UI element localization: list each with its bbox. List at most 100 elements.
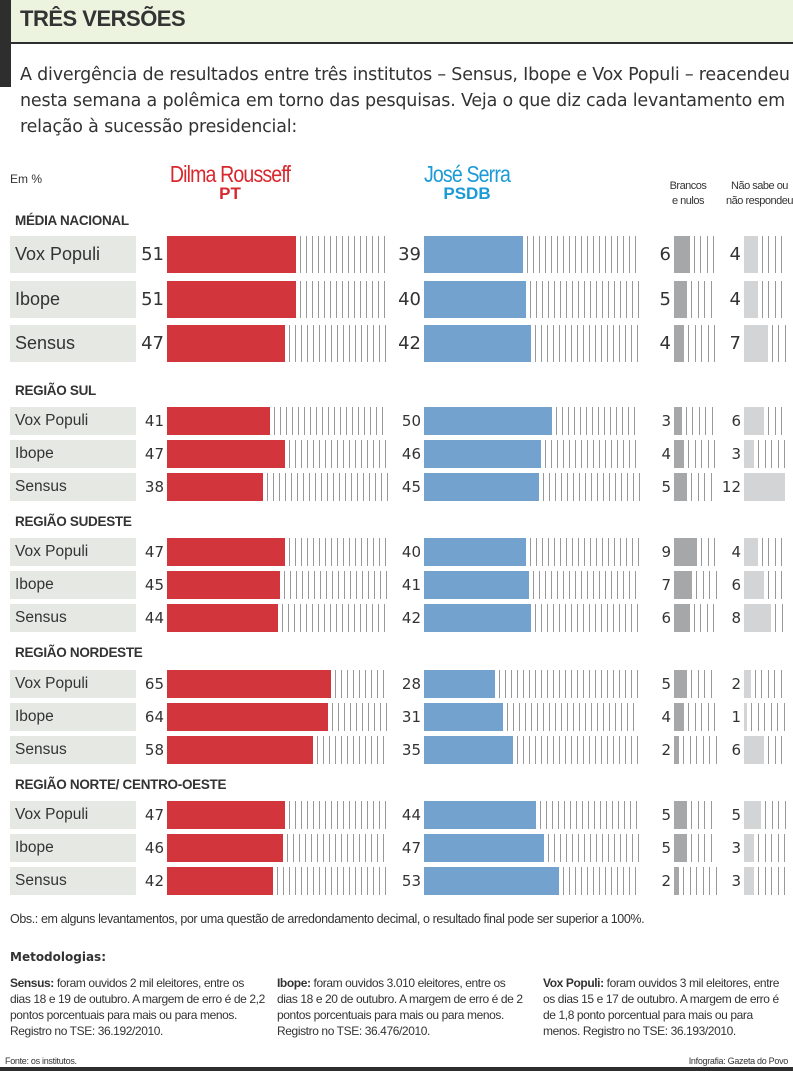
gridline-tick bbox=[529, 736, 530, 764]
value-label-naosabe: 8 bbox=[731, 609, 741, 627]
gridline-tick bbox=[379, 867, 380, 895]
gridline-tick bbox=[339, 473, 340, 501]
gridline-tick bbox=[533, 236, 534, 273]
value-label-naosabe: 3 bbox=[731, 445, 741, 463]
gridline-tick bbox=[608, 834, 609, 862]
gridline-tick bbox=[587, 867, 588, 895]
page-title: TRÊS VERSÕES bbox=[20, 6, 186, 31]
bar-serra bbox=[424, 571, 529, 599]
gridline-tick bbox=[554, 834, 555, 862]
gridline-tick bbox=[377, 834, 378, 862]
gridline-tick bbox=[542, 538, 543, 566]
gridline-tick bbox=[382, 407, 383, 435]
gridline-tick bbox=[595, 325, 596, 362]
gridline-tick bbox=[343, 867, 344, 895]
gridline-tick bbox=[305, 834, 306, 862]
gridline-tick bbox=[585, 703, 586, 731]
gridline-tick bbox=[635, 571, 636, 599]
column-header-naosabe: Não sabe ou não respondeu bbox=[722, 179, 793, 209]
bar-naosabe bbox=[744, 867, 755, 895]
gridline-tick bbox=[560, 538, 561, 566]
gridline-tick bbox=[536, 538, 537, 566]
gridline-tick bbox=[547, 325, 548, 362]
bar-brancos bbox=[674, 538, 698, 566]
gridline-tick bbox=[619, 325, 620, 362]
gridline-tick bbox=[565, 604, 566, 632]
gridline-tick bbox=[711, 473, 712, 501]
gridline-tick bbox=[316, 407, 317, 435]
gridline-tick bbox=[705, 407, 706, 435]
gridline-tick bbox=[638, 834, 639, 862]
gridline-tick bbox=[634, 407, 635, 435]
gridline-tick bbox=[595, 670, 596, 698]
gridline-tick bbox=[341, 736, 342, 764]
gridline-tick bbox=[541, 736, 542, 764]
gridline-tick bbox=[360, 604, 361, 632]
gridline-tick bbox=[552, 801, 553, 829]
value-label-dilma: 42 bbox=[144, 872, 164, 890]
gridline-tick bbox=[513, 703, 514, 731]
bar-brancos bbox=[674, 703, 685, 731]
gridline-tick bbox=[379, 538, 380, 566]
gridline-tick bbox=[336, 604, 337, 632]
gridline-tick bbox=[557, 236, 558, 273]
value-label-dilma: 51 bbox=[141, 288, 164, 310]
gridline-tick bbox=[781, 538, 782, 566]
gridline-tick bbox=[353, 670, 354, 698]
gridline-tick bbox=[569, 440, 570, 468]
gridline-tick bbox=[517, 670, 518, 698]
methodologies-title: Metodologias: bbox=[10, 950, 106, 964]
gridline-tick bbox=[331, 867, 332, 895]
gridline-tick bbox=[337, 801, 338, 829]
gridline-tick bbox=[625, 325, 626, 362]
gridline-tick bbox=[533, 571, 534, 599]
gridline-tick bbox=[349, 538, 350, 566]
gridline-tick bbox=[590, 538, 591, 566]
bar-serra bbox=[424, 407, 552, 435]
value-label-brancos: 3 bbox=[661, 412, 671, 430]
gridline-tick bbox=[553, 736, 554, 764]
gridline-tick bbox=[694, 604, 695, 632]
gridline-tick bbox=[331, 538, 332, 566]
bar-naosabe bbox=[744, 473, 785, 501]
gridline-tick bbox=[563, 440, 564, 468]
gridline-tick bbox=[302, 571, 303, 599]
value-label-serra: 46 bbox=[401, 445, 421, 463]
gridline-tick bbox=[290, 571, 291, 599]
gridline-tick bbox=[289, 867, 290, 895]
bar-naosabe bbox=[744, 538, 758, 566]
gridline-tick bbox=[603, 473, 604, 501]
gridline-tick bbox=[775, 407, 776, 435]
gridline-tick bbox=[574, 407, 575, 435]
value-label-naosabe: 3 bbox=[731, 872, 741, 890]
gridline-tick bbox=[762, 236, 763, 273]
gridline-tick bbox=[378, 236, 379, 273]
bar-serra bbox=[424, 473, 539, 501]
gridline-tick bbox=[698, 801, 699, 829]
gridline-tick bbox=[581, 440, 582, 468]
gridline-tick bbox=[619, 670, 620, 698]
gridline-tick bbox=[341, 834, 342, 862]
gridline-tick bbox=[633, 473, 634, 501]
gridline-tick bbox=[353, 834, 354, 862]
bar-serra bbox=[424, 801, 537, 829]
gridline-tick bbox=[607, 604, 608, 632]
gridline-tick bbox=[379, 801, 380, 829]
gridline-tick bbox=[325, 801, 326, 829]
gridline-tick bbox=[306, 604, 307, 632]
gridline-tick bbox=[545, 571, 546, 599]
gridline-tick bbox=[499, 670, 500, 698]
gridline-tick bbox=[541, 325, 542, 362]
gridline-tick bbox=[289, 325, 290, 362]
gridline-tick bbox=[294, 604, 295, 632]
gridline-tick bbox=[758, 867, 759, 895]
gridline-tick bbox=[535, 604, 536, 632]
gridline-tick bbox=[301, 325, 302, 362]
gridline-tick bbox=[312, 236, 313, 273]
gridline-tick bbox=[553, 604, 554, 632]
gridline-tick bbox=[343, 325, 344, 362]
gridline-tick bbox=[595, 736, 596, 764]
gridline-tick bbox=[601, 670, 602, 698]
gridline-tick bbox=[691, 280, 692, 318]
gridline-tick bbox=[559, 736, 560, 764]
